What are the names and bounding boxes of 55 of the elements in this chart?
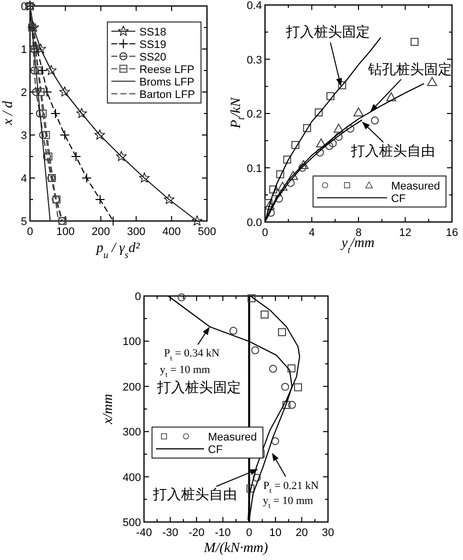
x-tick-label: 20 <box>296 527 308 539</box>
legend-label: SS18 <box>139 26 166 38</box>
legend-label: Measured <box>391 180 440 192</box>
legend-label: Broms LFP <box>139 76 194 88</box>
x-tick-label: 12 <box>399 227 412 239</box>
legend-label: CF <box>208 444 223 456</box>
legend-label: Reese LFP <box>139 64 194 76</box>
y-tick-label: 100 <box>122 336 141 348</box>
y-tick-label: 0 <box>134 291 141 303</box>
annotation: 打入桩头自由 <box>152 486 238 503</box>
y-tick-label: 5 <box>20 216 27 228</box>
y-tick-label: 0.4 <box>246 0 262 12</box>
x-tick-label: 30 <box>322 527 334 539</box>
y-axis-title: x / d <box>0 100 16 126</box>
y-axis-title: x/mm <box>100 394 116 426</box>
annotation: 打入桩头自由 <box>350 143 436 160</box>
x-tick-label: -20 <box>188 527 205 539</box>
legend-label: Measured <box>208 431 257 444</box>
y-tick-label: 3 <box>20 130 27 142</box>
legend-label: SS20 <box>139 51 166 64</box>
x-tick-label: 400 <box>162 226 181 238</box>
x-tick-label: -10 <box>214 527 231 539</box>
x-tick-label: 4 <box>308 227 315 239</box>
y-tick-label: 4 <box>20 173 27 185</box>
annotation: P$_{t}$ = 0.21 kN <box>263 480 319 495</box>
y-tick-label: 2 <box>20 87 27 99</box>
y-tick-label: 1 <box>20 44 27 56</box>
x-axis-title: p$_{u}$ / γ$_{s}$d² <box>95 241 140 260</box>
y-tick-label: 500 <box>122 517 141 529</box>
y-tick-label: 400 <box>122 472 141 484</box>
x-tick-label: -40 <box>136 527 152 539</box>
annotation: P$_{t}$ = 0.34 kN <box>164 348 220 363</box>
x-axis-title: M/(kN·mm) <box>202 541 268 556</box>
annotation: 钻孔桩头固定 <box>367 61 452 78</box>
x-axis-title: y$_{t}$/mm <box>339 236 375 256</box>
x-tick-label: 16 <box>446 227 458 239</box>
x-tick-label: 500 <box>198 226 216 238</box>
annotation: 打入桩头固定 <box>156 380 241 396</box>
annotation: y$_{t}$ = 10 mm <box>262 495 314 510</box>
y-tick-label: 0.2 <box>246 108 262 120</box>
annotation: y$_{t}$ = 10 mm <box>160 364 211 379</box>
y-tick-label: 300 <box>122 426 141 439</box>
x-tick-label: -30 <box>162 527 178 539</box>
text: CF <box>391 192 406 205</box>
legend-label: Barton LFP <box>139 88 195 101</box>
x-tick-label: 200 <box>92 226 110 238</box>
y-tick-label: 0.0 <box>246 217 262 229</box>
y-tick-label: 0.3 <box>246 54 262 66</box>
legend-label: SS19 <box>139 38 166 51</box>
annotation: 打入桩头固定 <box>284 24 370 40</box>
y-tick-label: 0.1 <box>246 162 262 175</box>
x-tick-label: 10 <box>269 527 282 539</box>
x-tick-label: 8 <box>355 227 362 239</box>
x-tick-label: 100 <box>56 226 75 238</box>
y-tick-label: 200 <box>122 381 141 394</box>
